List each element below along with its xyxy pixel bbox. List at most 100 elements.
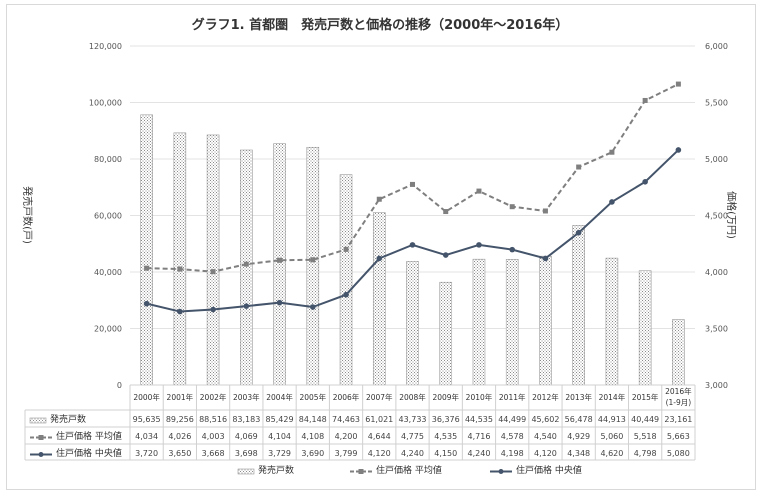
data-point [442, 252, 449, 258]
y-tick-label: 100,000 [89, 99, 122, 108]
bar [406, 261, 419, 386]
bar [439, 281, 453, 386]
data-point [575, 229, 582, 236]
table-cell: 4,198 [501, 449, 524, 458]
data-point [210, 269, 216, 275]
data-point [143, 300, 150, 307]
table-cell: 4,069 [235, 432, 258, 441]
bar [505, 258, 519, 386]
data-point [309, 304, 316, 310]
x-tick-label: 2005年 [299, 392, 326, 402]
data-point [443, 209, 449, 215]
data-point [609, 199, 615, 205]
y2-tick-label: 6,000 [705, 42, 728, 51]
data-point [642, 179, 648, 185]
y2-tick-label: 4,000 [705, 268, 728, 277]
x-tick-label: 2012年 [532, 392, 559, 402]
bar [240, 149, 253, 386]
table-cell: 83,183 [232, 415, 260, 424]
y2-tick-label: 3,000 [705, 381, 728, 390]
bar [273, 143, 286, 386]
y2-tick-label: 5,000 [705, 155, 728, 164]
y2-tick-label: 3,500 [705, 325, 728, 334]
x-tick-label: 2006年 [333, 392, 360, 402]
bar [306, 146, 320, 386]
bar [206, 134, 220, 386]
data-point [343, 291, 349, 298]
data-point [476, 188, 482, 194]
table-cell: 4,798 [634, 449, 657, 458]
data-point [410, 181, 415, 187]
legend-key-bar [237, 468, 255, 475]
table-cell: 4,003 [202, 432, 225, 441]
x-tick-label: 2003年 [233, 392, 260, 402]
legend-label: 住戸価格 中央値 [516, 464, 582, 476]
data-point [343, 246, 349, 252]
x-tick-label: 2010年 [466, 392, 493, 402]
x-tick-label: 2008年 [399, 392, 426, 402]
legend-key-bar [29, 417, 47, 424]
legend-label: 住戸価格 平均値 [376, 464, 442, 476]
bar [638, 270, 652, 386]
data-point [675, 147, 682, 153]
y-tick-label: 80,000 [94, 155, 122, 164]
data-point [177, 266, 183, 272]
x-tick-label-sub: (1-9月) [666, 398, 692, 407]
data-point [376, 196, 382, 202]
table-cell: 84,148 [299, 415, 327, 424]
data-point [177, 308, 183, 315]
bar [372, 212, 386, 386]
table-cell: 88,516 [199, 415, 227, 424]
data-point [675, 81, 681, 87]
table-cell: 3,650 [168, 449, 191, 458]
bar [572, 225, 585, 386]
y-tick-label: 40,000 [94, 268, 122, 277]
data-point [476, 242, 482, 248]
table-cell: 4,578 [501, 432, 524, 441]
table-cell: 4,240 [401, 449, 424, 458]
data-point [144, 265, 150, 271]
table-cell: 4,535 [434, 432, 457, 441]
table-cell: 40,449 [631, 415, 659, 424]
y-axis-label: 発売戸数(戸) [21, 186, 34, 244]
bar [539, 255, 552, 386]
data-point [276, 299, 283, 306]
legend-key-marker [38, 435, 44, 440]
bar [472, 258, 486, 386]
table-cell: 4,644 [368, 432, 391, 441]
table-cell: 23,161 [664, 415, 692, 424]
table-cell: 3,799 [335, 449, 358, 458]
x-tick-label: 2016年 [665, 386, 692, 396]
legend-key-marker [358, 469, 364, 474]
x-tick-label: 2000年 [133, 392, 160, 402]
table-row-label: 発売戸数 [50, 413, 86, 425]
x-tick-label: 2015年 [632, 392, 659, 402]
table-cell: 4,240 [468, 449, 491, 458]
y-tick-label: 0 [117, 381, 122, 390]
table-cell: 61,021 [365, 415, 393, 424]
data-point [542, 208, 548, 214]
x-tick-label: 2011年 [499, 392, 526, 402]
bar [605, 257, 619, 386]
data-point [642, 97, 648, 103]
table-cell: 44,499 [498, 415, 526, 424]
table-cell: 44,913 [598, 415, 626, 424]
table-cell: 4,026 [168, 432, 191, 441]
data-point [509, 204, 515, 210]
table-cell: 4,929 [567, 432, 590, 441]
table-cell: 4,200 [335, 432, 358, 441]
table-cell: 44,535 [465, 415, 493, 424]
table-cell: 3,720 [135, 449, 158, 458]
y2-axis-label: 価格(万円) [725, 191, 738, 239]
table-cell: 4,104 [268, 432, 291, 441]
x-tick-label: 2004年 [266, 392, 293, 402]
table-cell: 5,518 [634, 432, 657, 441]
table-cell: 5,080 [667, 449, 690, 458]
data-point [576, 164, 582, 170]
data-point [542, 255, 549, 262]
table-cell: 4,120 [534, 449, 557, 458]
data-point [243, 303, 250, 309]
data-point [409, 242, 416, 248]
table-cell: 5,663 [667, 432, 690, 441]
